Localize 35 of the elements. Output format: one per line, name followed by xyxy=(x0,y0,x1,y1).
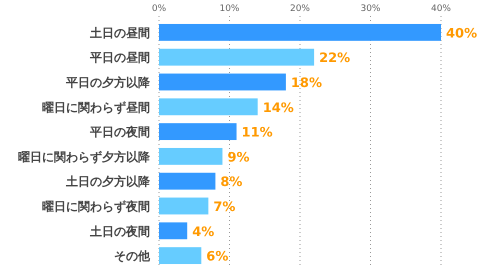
bar xyxy=(159,74,286,90)
x-tick-label: 20% xyxy=(290,4,310,14)
bar xyxy=(159,48,314,66)
y-tick-label: 土日の夕方以降 xyxy=(65,174,151,189)
data-label: 11% xyxy=(242,126,273,141)
data-label: 6% xyxy=(206,250,228,265)
bar xyxy=(159,98,258,116)
y-tick-label: 曜日に関わらず夕方以降 xyxy=(18,150,151,164)
y-tick-label: 土日の夜間 xyxy=(89,224,150,238)
bar xyxy=(159,123,237,140)
data-label: 7% xyxy=(213,200,236,215)
y-tick-label: 平日の夜間 xyxy=(89,125,150,140)
y-tick-label: 平日の昼間 xyxy=(89,50,150,65)
y-tick-label: 平日の夕方以降 xyxy=(65,76,151,90)
y-tick-label: 曜日に関わらず夜間 xyxy=(42,200,150,214)
bar xyxy=(159,24,441,41)
data-label: 40% xyxy=(446,26,478,42)
data-label: 9% xyxy=(227,150,250,166)
y-tick-label: 曜日に関わらず昼間 xyxy=(42,100,150,114)
bar xyxy=(159,247,202,264)
y-tick-label: その他 xyxy=(114,249,151,264)
x-tick-label: 30% xyxy=(360,4,381,14)
data-label: 4% xyxy=(192,224,214,240)
data-label: 22% xyxy=(319,51,350,66)
y-tick-label: 土日の昼間 xyxy=(89,26,150,40)
x-tick-label: 40% xyxy=(430,4,452,14)
data-label: 8% xyxy=(220,175,242,190)
x-tick-label: 10% xyxy=(219,4,240,14)
bar xyxy=(159,222,188,240)
bar xyxy=(159,148,222,165)
bar xyxy=(159,198,208,214)
x-tick-label: 0% xyxy=(152,4,167,14)
data-label: 18% xyxy=(290,76,322,91)
bar xyxy=(159,172,216,190)
data-label: 14% xyxy=(262,100,294,116)
